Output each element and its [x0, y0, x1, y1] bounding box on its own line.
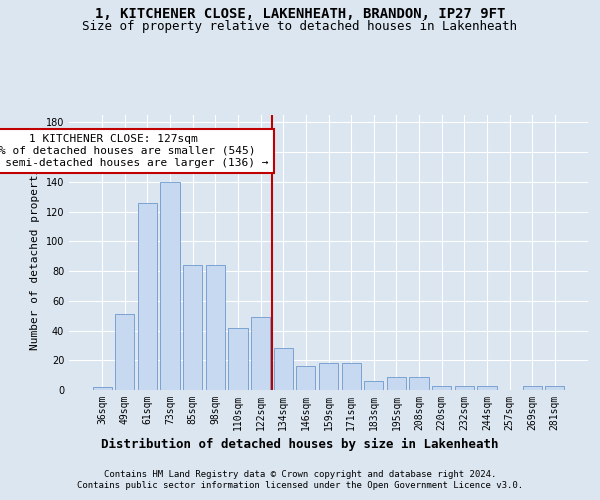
- Bar: [138, 202, 157, 390]
- Bar: [229, 328, 248, 390]
- Bar: [545, 386, 565, 390]
- Text: Contains public sector information licensed under the Open Government Licence v3: Contains public sector information licen…: [77, 481, 523, 490]
- Bar: [432, 386, 451, 390]
- Bar: [477, 386, 497, 390]
- Bar: [387, 376, 406, 390]
- Text: 1, KITCHENER CLOSE, LAKENHEATH, BRANDON, IP27 9FT: 1, KITCHENER CLOSE, LAKENHEATH, BRANDON,…: [95, 8, 505, 22]
- Text: 1 KITCHENER CLOSE: 127sqm
← 80% of detached houses are smaller (545)
20% of semi: 1 KITCHENER CLOSE: 127sqm ← 80% of detac…: [0, 134, 269, 168]
- Bar: [183, 265, 202, 390]
- Bar: [274, 348, 293, 390]
- Bar: [409, 376, 428, 390]
- Text: Size of property relative to detached houses in Lakenheath: Size of property relative to detached ho…: [83, 20, 517, 33]
- Bar: [206, 265, 225, 390]
- Bar: [341, 363, 361, 390]
- Bar: [296, 366, 316, 390]
- Bar: [523, 386, 542, 390]
- Bar: [251, 317, 270, 390]
- Bar: [160, 182, 180, 390]
- Bar: [115, 314, 134, 390]
- Bar: [455, 386, 474, 390]
- Bar: [92, 387, 112, 390]
- Text: Distribution of detached houses by size in Lakenheath: Distribution of detached houses by size …: [101, 438, 499, 450]
- Bar: [319, 363, 338, 390]
- Bar: [364, 381, 383, 390]
- Text: Contains HM Land Registry data © Crown copyright and database right 2024.: Contains HM Land Registry data © Crown c…: [104, 470, 496, 479]
- Y-axis label: Number of detached properties: Number of detached properties: [30, 154, 40, 350]
